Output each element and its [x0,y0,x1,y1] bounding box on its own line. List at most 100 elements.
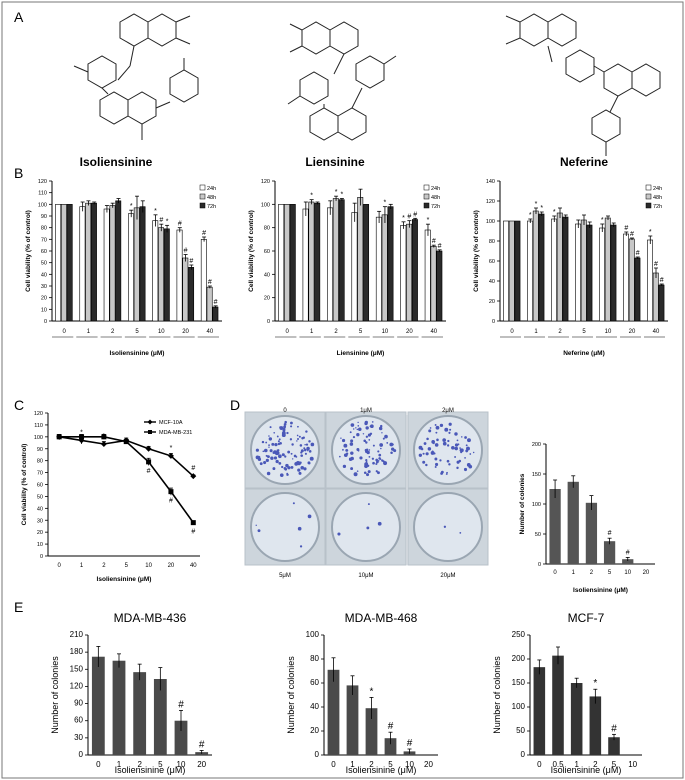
legend-marker [148,430,152,434]
colony-dot [367,470,371,474]
colony-dot [454,446,459,451]
colony-dot [429,427,432,429]
bar-24h [575,223,581,322]
colony-dot [391,443,394,446]
y-tick-label: 20 [310,726,319,735]
colony-dot [357,421,359,424]
legend-swatch [645,193,652,200]
significance-mark: # [208,279,212,286]
colony-dot [423,442,427,445]
colony-dot [377,471,380,475]
y-axis-label: Cell viability (% of control) [473,210,480,292]
colony-dot [286,431,289,435]
x-tick-label: 20 [182,329,189,335]
y-tick-label: 80 [489,239,495,245]
y-tick-label: 60 [41,249,47,255]
y-tick-label: 40 [310,702,319,711]
colony-dot [383,461,388,466]
x-tick-label: 40 [653,329,660,335]
colony-dot [304,444,306,446]
significance-mark: # [189,258,193,265]
colony-dot [287,467,289,469]
significance-mark: # [191,465,195,472]
bar-48h [284,204,290,322]
y-tick-label: 90 [41,214,47,220]
panel-label-d: D [230,397,240,413]
colony-dot [448,422,452,426]
x-tick-label: 2 [137,760,142,769]
bar-48h [508,220,515,322]
colony-dot [308,450,312,453]
y-axis-label: Number of colonies [519,473,526,534]
legend-label: 48h [653,195,662,201]
legend-swatch [645,202,652,209]
y-tick-label: 60 [310,678,319,687]
bar [365,708,378,755]
significance-mark: * [384,200,387,207]
bar-48h [628,238,635,322]
colony-dot [345,448,349,452]
bar-72h [338,199,345,322]
colony-dot [379,458,382,460]
x-tick-label: 1 [572,570,576,576]
x-tick-label: 5 [125,563,129,569]
y-tick-label: 40 [37,506,43,512]
colony-dot [300,454,304,457]
x-tick-label: 20 [168,563,175,569]
plate-label: 0 [283,408,287,414]
colony-dot [393,449,397,453]
y-tick-label: 120 [486,199,495,205]
x-tick-label: 20 [643,570,650,576]
colony-dot [298,435,301,438]
significance-mark: * [427,217,430,224]
y-tick-label: 200 [532,442,541,448]
colony-dot [263,460,267,465]
point-MDA-MB-231 [101,434,107,440]
colony-dot [454,432,458,436]
significance-mark: # [432,238,436,245]
y-tick-label: 120 [261,179,270,185]
colony-dot [295,455,298,458]
significance-mark: * [166,218,169,225]
x-tick-label: 10 [158,329,165,335]
bar-72h [436,250,443,322]
x-tick-label: 0 [510,329,514,335]
colony-dot [363,471,367,474]
point-MDA-MB-231 [146,459,152,465]
colony-dot [306,449,309,452]
significance-mark: * [341,192,344,199]
colony-dot [445,473,448,475]
y-tick-label: 20 [489,299,495,305]
plate-label: 10μM [358,573,373,579]
significance-mark: * [535,201,538,208]
colony-dot [284,455,287,458]
colony-dot [350,467,354,471]
colony-dot [371,421,374,423]
bar-24h [599,227,605,322]
colony-dot [282,427,286,431]
significance-mark: * [529,212,532,219]
y-tick-label: 110 [38,191,47,197]
bar-48h [206,286,213,322]
y-tick-label: 100 [306,630,320,639]
bar-72h [66,204,73,322]
x-tick-label: 20 [197,760,206,769]
plate-label: 2μM [442,408,454,414]
colony-dot [432,442,435,445]
point-MDA-MB-231 [79,434,85,440]
colony-dot [267,455,270,459]
bar [133,672,147,755]
colony-dot [345,452,349,455]
colony-dot [372,461,375,465]
colony-dot [309,456,314,461]
colony-dot [459,532,462,534]
point-MDA-MB-231 [56,434,62,440]
colony-dot [379,443,384,447]
significance-mark: # [660,277,664,284]
y-tick-label: 250 [512,630,526,639]
colony-dot [341,438,346,443]
colony-dot [307,447,310,450]
panel-label-c: C [14,397,24,413]
significance-mark: # [178,221,182,228]
